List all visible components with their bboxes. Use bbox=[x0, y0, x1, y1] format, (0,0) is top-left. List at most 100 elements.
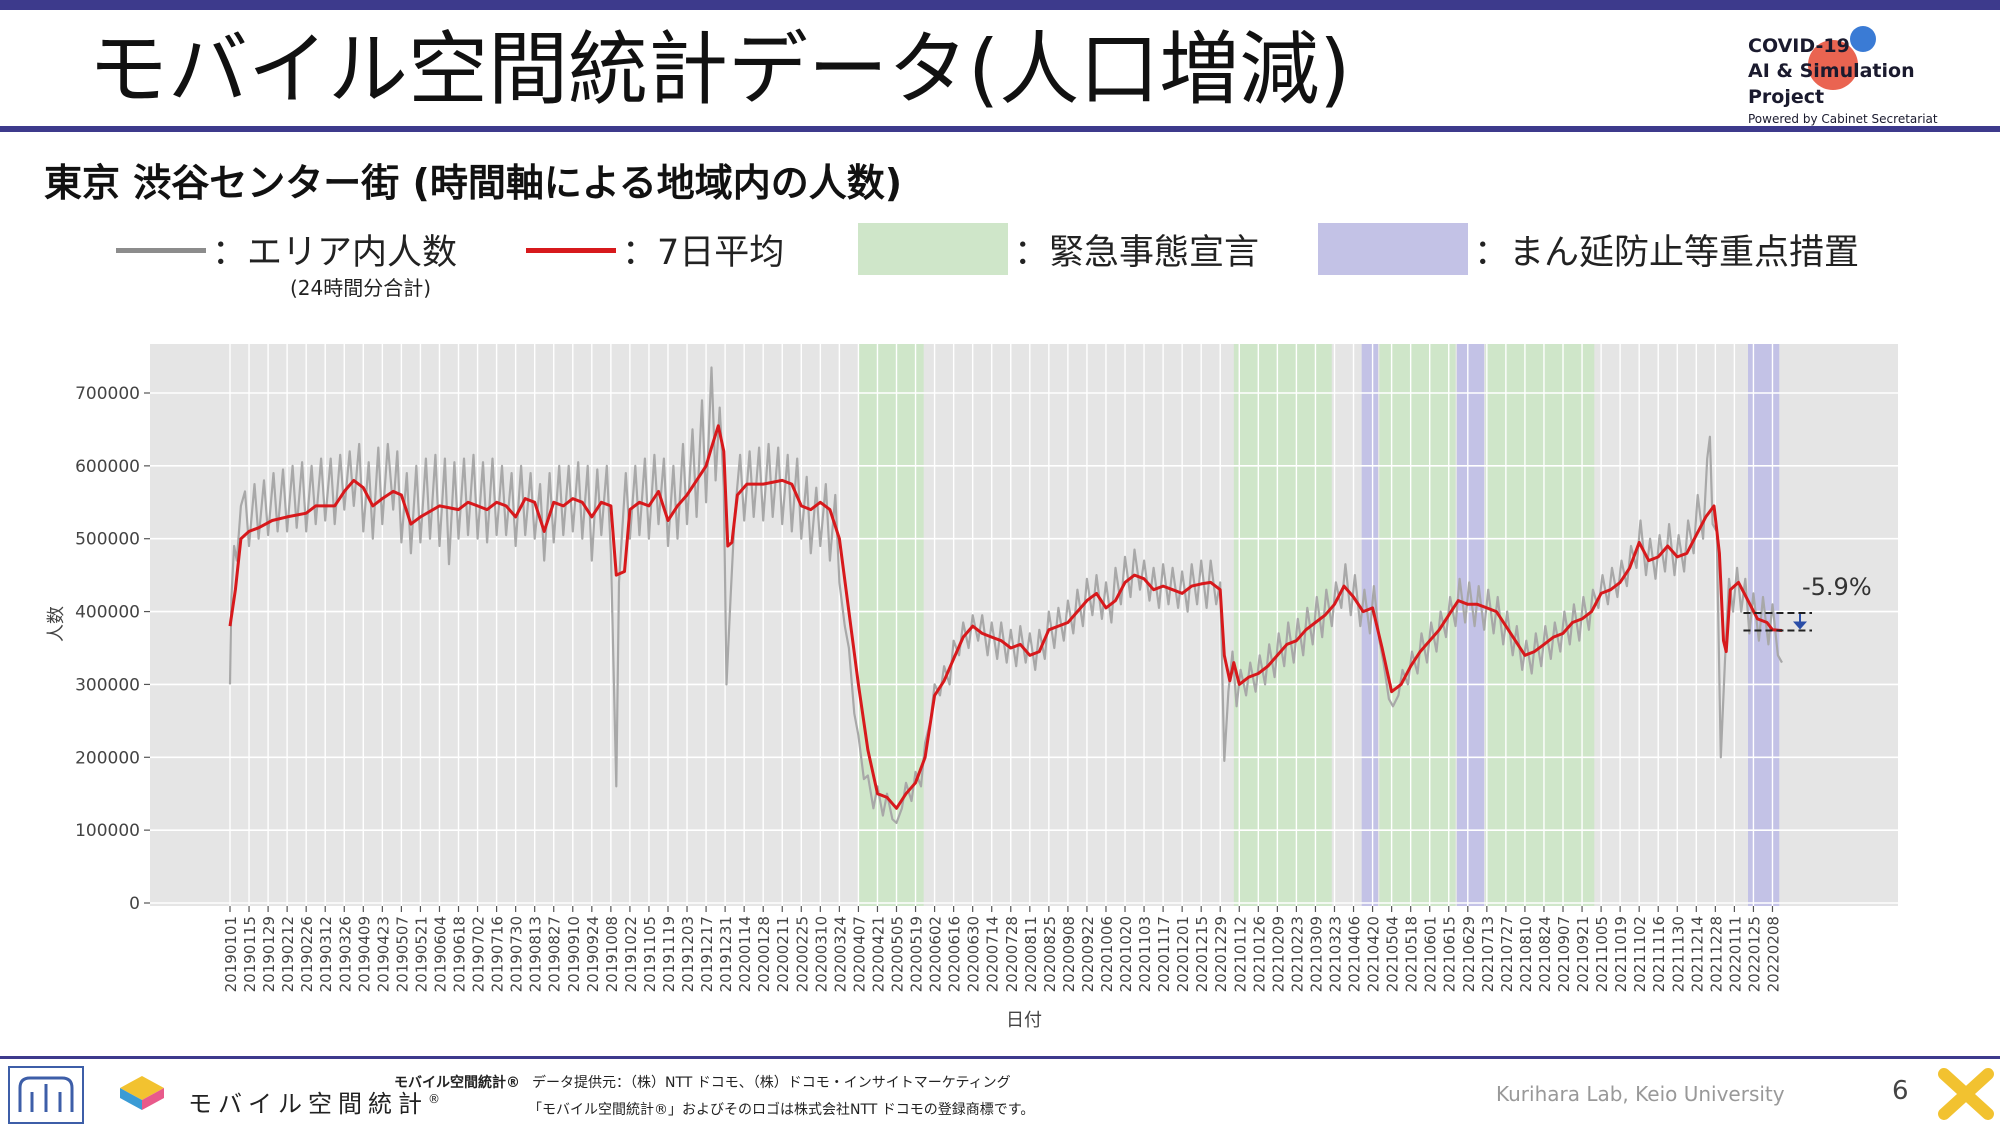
header-divider bbox=[0, 126, 2000, 132]
x-tick-label: 20200225 bbox=[793, 916, 811, 992]
x-tick-label: 20200519 bbox=[908, 916, 926, 992]
footer-brand-mark: ® bbox=[428, 1092, 440, 1106]
x-tick-label: 20200310 bbox=[812, 916, 830, 992]
x-tick-label: 20191022 bbox=[622, 916, 640, 992]
x-tick-label: 20190827 bbox=[546, 916, 564, 992]
x-tick-label: 20200324 bbox=[831, 916, 849, 992]
x-tick-label: 20200630 bbox=[965, 916, 983, 992]
y-tick-label: 200000 bbox=[75, 748, 140, 768]
badge-line2: AI & Simulation Project bbox=[1748, 60, 1915, 108]
x-tick-label: 20210518 bbox=[1403, 916, 1421, 992]
x-tick-label: 20190618 bbox=[451, 916, 469, 992]
y-tick-label: 400000 bbox=[75, 603, 140, 623]
page-number: 6 bbox=[1892, 1076, 1909, 1106]
legend-avg-swatch bbox=[526, 248, 616, 253]
x-tick-label: 20200128 bbox=[755, 916, 773, 992]
x-tick-label: 20200616 bbox=[946, 916, 964, 992]
x-tick-label: 20211116 bbox=[1650, 916, 1668, 992]
x-tick-label: 20211130 bbox=[1669, 916, 1687, 992]
mobile-stats-logo-icon bbox=[120, 1076, 164, 1110]
period-band-emergency bbox=[1233, 344, 1332, 906]
chart-subtitle: 東京 渋谷センター街 (時間軸による地域内の人数) bbox=[44, 161, 903, 205]
top-accent-bar bbox=[0, 0, 2000, 10]
x-tick-label: 20210615 bbox=[1441, 916, 1459, 992]
x-tick-label: 20200908 bbox=[1060, 916, 1078, 992]
x-tick-label: 20191119 bbox=[660, 916, 678, 992]
x-tick-label: 20200811 bbox=[1022, 916, 1040, 992]
period-band-emergency bbox=[858, 344, 924, 906]
annotation-arrow-head-icon bbox=[1793, 621, 1807, 630]
legend-emergency-label: ：緊急事態宣言 bbox=[1014, 233, 1260, 273]
footer-lab: Kurihara Lab, Keio University bbox=[1496, 1082, 1785, 1106]
plot-background bbox=[150, 344, 1898, 906]
covid-logo-blue-dot bbox=[1850, 26, 1876, 52]
x-tick-label: 20210824 bbox=[1536, 916, 1554, 992]
change-annotation: -5.9% bbox=[1743, 573, 1872, 632]
footer-brand-text: モバイル空間統計 bbox=[188, 1090, 428, 1118]
footer-trademark: モバイル空間統計® bbox=[394, 1075, 520, 1091]
legend-avg-label: ：7日平均 bbox=[622, 233, 785, 273]
x-logo-icon bbox=[1938, 1068, 1994, 1120]
x-tick-label: 20191203 bbox=[679, 916, 697, 992]
covid-logo-red-dot bbox=[1808, 40, 1858, 90]
x-tick-label: 20190813 bbox=[527, 916, 545, 992]
legend-quasi-swatch bbox=[1318, 223, 1468, 275]
series-line-area-count bbox=[228, 366, 1783, 824]
x-axis: 20190101 20190115 20190129 20190212 20190226… bbox=[222, 906, 1782, 992]
x-tick-label: 20220125 bbox=[1745, 916, 1763, 992]
x-tick-label: 20190910 bbox=[565, 916, 583, 992]
x-tick-label: 20200114 bbox=[736, 916, 754, 992]
period-band-quasi bbox=[1456, 344, 1485, 906]
raw-series bbox=[228, 366, 1783, 824]
x-tick-label: 20210810 bbox=[1517, 916, 1535, 992]
x-tick-label: 20210112 bbox=[1231, 916, 1249, 992]
x-tick-label: 20190702 bbox=[470, 916, 488, 992]
grid-lines bbox=[150, 344, 1898, 906]
x-tick-label: 20190507 bbox=[393, 916, 411, 992]
y-tick-label: 0 bbox=[129, 894, 140, 914]
x-tick-label: 20190326 bbox=[336, 916, 354, 992]
badge-line1: COVID-19 bbox=[1748, 35, 1850, 57]
x-tick-label: 20190521 bbox=[412, 916, 430, 992]
x-tick-label: 20210921 bbox=[1574, 916, 1592, 992]
x-tick-label: 20210601 bbox=[1422, 916, 1440, 992]
x-tick-label: 20210420 bbox=[1365, 916, 1383, 992]
y-axis: 0 100000 200000 300000 400000 500000 600000 700… bbox=[75, 384, 150, 914]
x-tick-label: 20190212 bbox=[279, 916, 297, 992]
x-tick-label: 20200602 bbox=[927, 916, 945, 992]
y-tick-label: 500000 bbox=[75, 530, 140, 550]
legend-emergency-swatch bbox=[858, 223, 1008, 275]
annotation-label: -5.9% bbox=[1802, 573, 1872, 601]
x-tick-label: 20211214 bbox=[1688, 916, 1706, 992]
x-tick-label: 20211005 bbox=[1593, 916, 1611, 992]
y-tick-label: 600000 bbox=[75, 457, 140, 477]
x-tick-label: 20201201 bbox=[1174, 916, 1192, 992]
x-tick-label: 20220208 bbox=[1764, 916, 1782, 992]
x-tick-label: 20200505 bbox=[889, 916, 907, 992]
population-chart: 0 100000 200000 300000 400000 500000 600000 700… bbox=[46, 344, 1898, 1031]
lab-logo bbox=[8, 1066, 84, 1124]
x-tick-label: 20191105 bbox=[641, 916, 659, 992]
badge-line3: Powered by Cabinet Secretariat bbox=[1748, 112, 1938, 126]
x-tick-label: 20191008 bbox=[603, 916, 621, 992]
x-tick-label: 20190312 bbox=[317, 916, 335, 992]
y-tick-label: 700000 bbox=[75, 384, 140, 404]
x-tick-label: 20200211 bbox=[774, 916, 792, 992]
x-tick-label: 20191217 bbox=[698, 916, 716, 992]
x-tick-label: 20191231 bbox=[717, 916, 735, 992]
y-axis-label: 人数 bbox=[46, 606, 67, 642]
y-tick-label: 300000 bbox=[75, 675, 140, 695]
x-tick-label: 20190924 bbox=[584, 916, 602, 992]
x-tick-label: 20201117 bbox=[1155, 916, 1173, 992]
x-tick-label: 20200922 bbox=[1079, 916, 1097, 992]
legend-raw-swatch bbox=[116, 248, 206, 253]
footer-provider: データ提供元：（株）NTT ドコモ、（株）ドコモ・インサイトマーケティング bbox=[532, 1075, 1011, 1091]
x-tick-label: 20190716 bbox=[489, 916, 507, 992]
x-tick-label: 20210629 bbox=[1460, 916, 1478, 992]
x-tick-label: 20210406 bbox=[1346, 916, 1364, 992]
footer-notice: 「モバイル空間統計®」およびそのロゴは株式会社NTT ドコモの登録商標です。 bbox=[528, 1102, 1035, 1118]
x-tick-label: 20201103 bbox=[1136, 916, 1154, 992]
page-title: モバイル空間統計データ(人口増減) bbox=[88, 23, 1351, 116]
x-tick-label: 20200407 bbox=[850, 916, 868, 992]
legend-raw-note: (24時間分合計) bbox=[290, 276, 432, 300]
